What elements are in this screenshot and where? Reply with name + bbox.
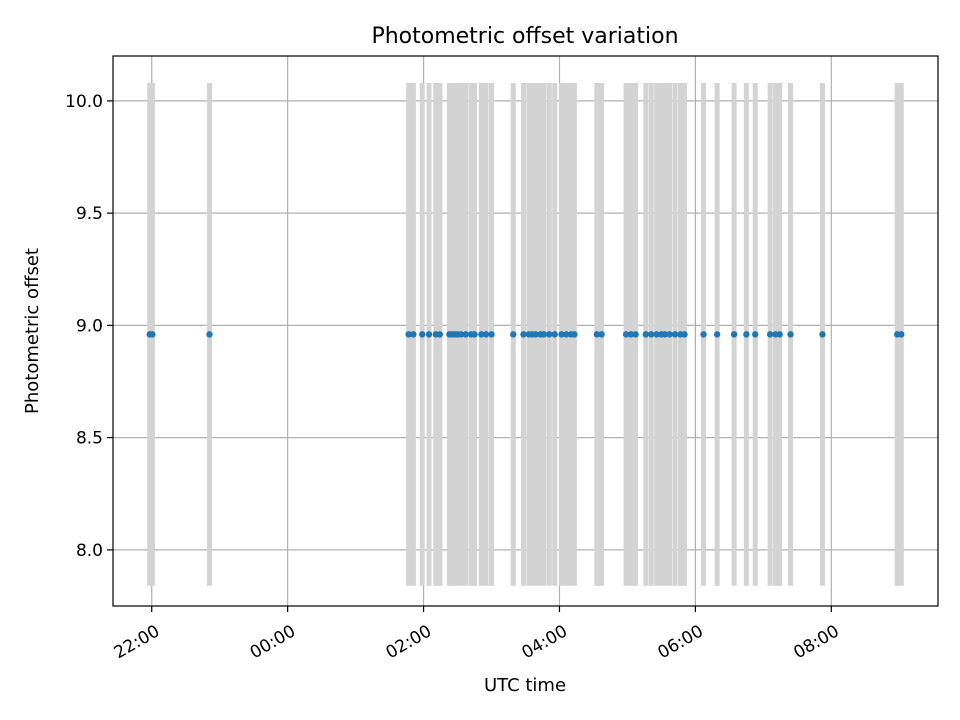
data-point [681,331,688,338]
data-point [776,331,783,338]
data-point [436,331,444,338]
data-point [622,331,630,338]
data-point [898,331,905,338]
data-point [666,331,673,338]
data-point [540,331,548,338]
data-point [819,331,826,338]
data-point [766,331,774,338]
data-point [648,331,655,338]
data-point [730,331,738,338]
data-point [425,331,433,338]
data-point [653,331,660,338]
data-point [405,331,412,338]
data-point [661,331,669,338]
x-axis-label: UTC time [484,675,566,696]
y-tick-label: 8.5 [76,429,103,449]
y-axis-label: Photometric offset [22,248,43,414]
data-point [471,331,478,338]
data-point [551,331,558,338]
data-point [482,331,490,338]
data-point [598,331,605,338]
data-points [146,331,905,338]
data-point [671,331,679,338]
data-point [478,331,485,338]
chart-title: Photometric offset variation [371,24,678,49]
y-tick-label: 8.0 [76,541,103,561]
data-point [532,331,539,338]
data-point [546,331,553,338]
data-point [713,331,721,338]
data-point [410,331,417,338]
data-point [558,331,565,338]
y-tick-label: 9.0 [76,316,103,336]
y-axis-ticks: 8.0 8.5 9.0 9.5 10.0 [65,92,113,561]
data-point [488,331,495,338]
data-point [206,331,213,338]
data-point [563,331,570,338]
data-point [627,331,635,338]
data-point [593,331,601,338]
data-point [510,331,517,338]
data-point [751,331,759,338]
data-point [632,331,639,338]
data-point [787,331,794,338]
y-tick-label: 9.5 [76,204,103,224]
plot-area-frame [112,55,939,607]
data-point [457,331,465,338]
data-point [149,331,156,338]
data-point [743,331,750,338]
data-point [520,331,527,338]
data-point [462,331,469,338]
y-tick-label: 10.0 [65,92,103,112]
data-point [571,331,578,338]
data-point [700,331,707,338]
data-point [642,331,649,338]
data-point [419,331,426,338]
